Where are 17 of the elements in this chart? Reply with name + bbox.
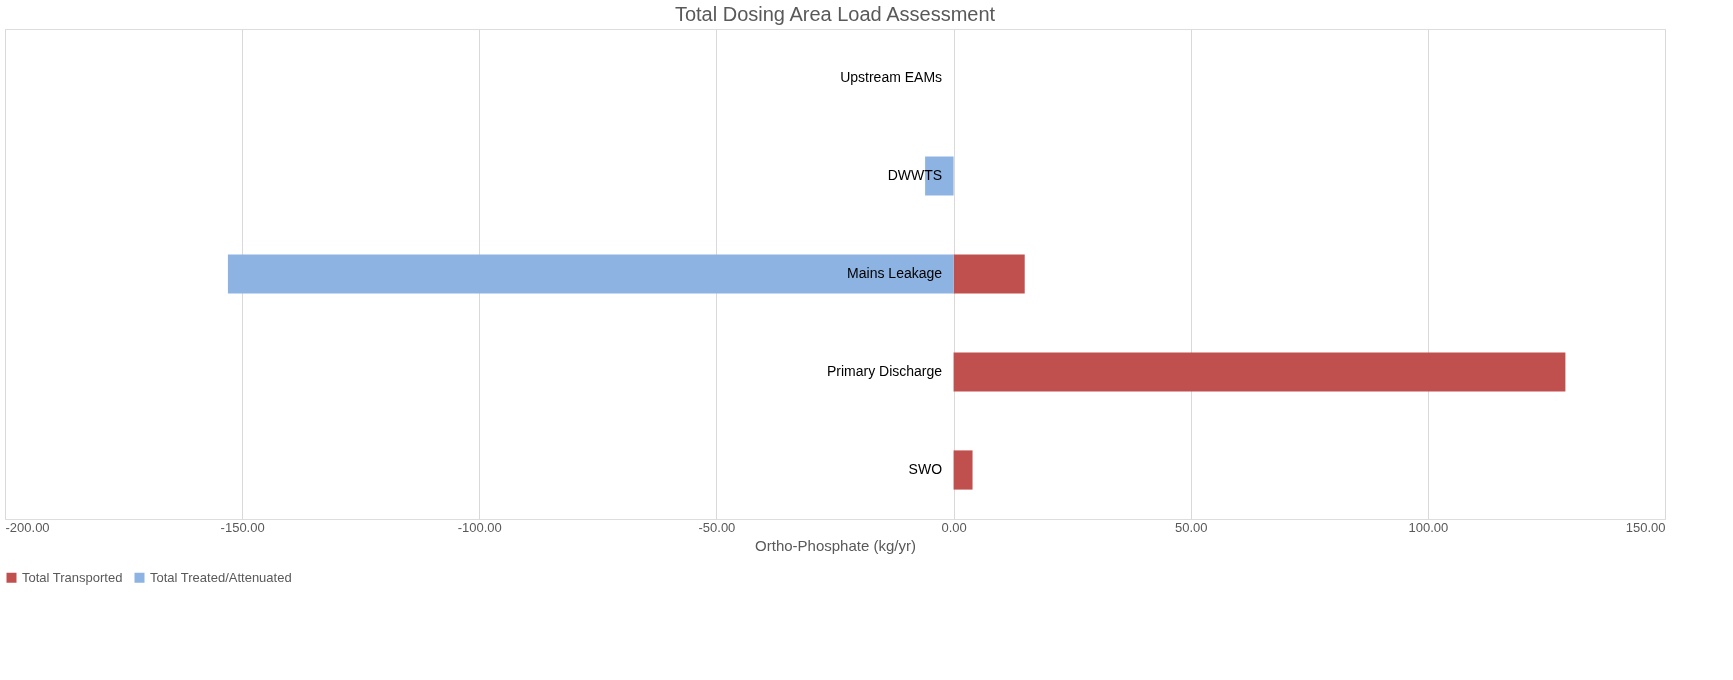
y-tick-label: Primary Discharge (826, 363, 943, 379)
x-tick-label: -50.00 (698, 519, 736, 535)
x-tick-label: 150.00 (1625, 519, 1666, 535)
legend-label: Total Treated/Attenuated (150, 569, 292, 585)
y-tick-label: SWO (908, 461, 943, 477)
x-tick-label: 0.00 (941, 519, 967, 535)
legend-label: Total Transported (22, 569, 123, 585)
chart-title: Total Dosing Area Load Assessment (674, 3, 996, 25)
y-tick-label: Upstream EAMs (840, 69, 943, 85)
x-tick-label: 50.00 (1174, 519, 1208, 535)
x-axis-title: Ortho-Phosphate (kg/yr) (755, 536, 916, 554)
y-tick-label: Mains Leakage (847, 265, 943, 281)
x-tick-label: -200.00 (5, 519, 50, 535)
y-tick-label: DWWTS (887, 167, 943, 183)
x-tick-label: -150.00 (220, 519, 265, 535)
x-tick-label: -100.00 (457, 519, 502, 535)
x-tick-label: 100.00 (1408, 519, 1449, 535)
